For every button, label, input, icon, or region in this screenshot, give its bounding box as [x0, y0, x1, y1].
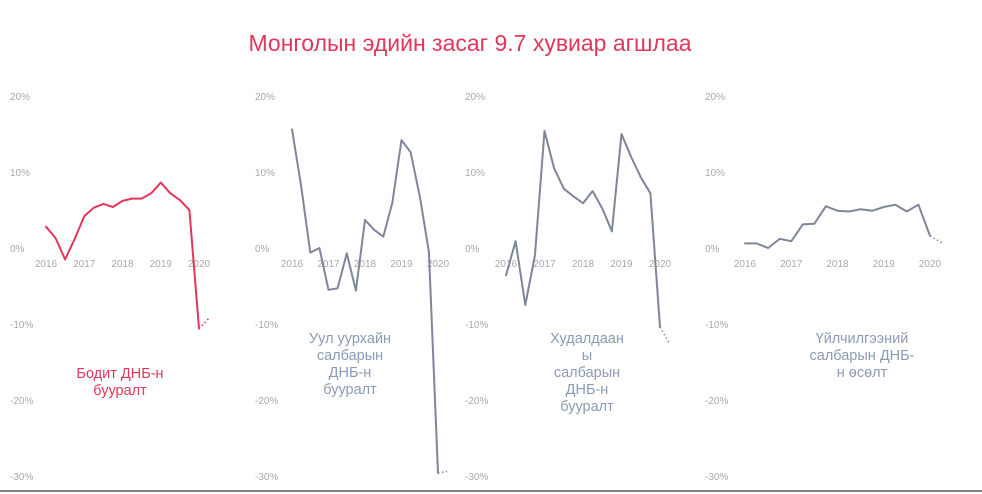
panel-label-line: н өсөлт	[837, 365, 888, 381]
y-tick-label: 10%	[10, 168, 30, 179]
x-tick-label: 2018	[826, 259, 849, 270]
series-line	[744, 203, 931, 249]
y-tick-label: 0%	[255, 244, 270, 255]
panel-label-line: Уул уурхайн	[309, 331, 391, 347]
series-line	[45, 181, 200, 330]
panel-label-line: ДНБ-н	[566, 382, 609, 398]
x-tick-label: 2017	[780, 259, 803, 270]
panel-label-line: бууралт	[560, 399, 614, 415]
projection-line	[659, 326, 671, 345]
y-tick-label: -10%	[10, 320, 33, 331]
y-tick-label: -30%	[10, 472, 33, 483]
panel-label: Худалдаан ы салбарын ДНБ-н бууралт	[550, 331, 624, 415]
y-tick-label: -20%	[705, 396, 728, 407]
x-tick-label: 2017	[317, 259, 340, 270]
x-tick-label: 2017	[73, 259, 96, 270]
panel-label-line: салбарын	[317, 348, 383, 364]
y-tick-label: -20%	[465, 396, 488, 407]
y-tick-label: -20%	[10, 396, 33, 407]
x-tick-label: 2017	[533, 259, 556, 270]
x-tick-label: 2016	[281, 259, 304, 270]
chart-panel-1: 20% 10% 0% -10% -20% -30% 2016 2017 2018 2019 2020…	[10, 92, 211, 483]
x-tick-label: 2016	[734, 259, 757, 270]
y-tick-label: 20%	[255, 92, 275, 103]
y-tick-label: 20%	[465, 92, 485, 103]
y-tick-label: -10%	[255, 320, 278, 331]
x-tick-label: 2020	[188, 259, 211, 270]
y-tick-label: -30%	[705, 472, 728, 483]
y-tick-label: -10%	[465, 320, 488, 331]
y-tick-label: -30%	[465, 472, 488, 483]
series-line	[291, 128, 439, 474]
series-line	[505, 130, 661, 328]
y-tick-label: -30%	[255, 472, 278, 483]
panel-label-line: Худалдаан	[550, 331, 624, 347]
projection-line	[198, 318, 210, 330]
panel-label-line: Үйлчилгээний	[816, 331, 909, 347]
panel-label: Үйлчилгээний салбарын ДНБ-н өсөлт	[810, 331, 915, 381]
panel-label-line: салбарын ДНБ-	[810, 348, 915, 364]
x-tick-label: 2019	[610, 259, 633, 270]
x-tick-label: 2019	[390, 259, 413, 270]
chart-panel-2: 20% 10% 0% -10% -20% -30% 2016 2017 2018 2019 2020…	[255, 92, 450, 483]
y-tick-label: 20%	[10, 92, 30, 103]
bottom-divider	[0, 490, 982, 492]
x-tick-label: 2016	[35, 259, 58, 270]
projection-line	[437, 470, 448, 474]
x-tick-label: 2018	[111, 259, 134, 270]
panel-label: Бодит ДНБ-н бууралт	[76, 366, 163, 399]
panel-label-line: ы	[582, 348, 592, 364]
y-tick-label: -10%	[705, 320, 728, 331]
x-tick-label: 2019	[150, 259, 173, 270]
x-tick-label: 2020	[919, 259, 942, 270]
y-tick-label: -20%	[255, 396, 278, 407]
x-tick-label: 2016	[495, 259, 518, 270]
x-tick-label: 2018	[572, 259, 595, 270]
y-tick-label: 10%	[705, 168, 725, 179]
y-tick-label: 10%	[255, 168, 275, 179]
x-tick-label: 2020	[649, 259, 672, 270]
projection-line	[929, 235, 942, 244]
panel-label-line: бууралт	[93, 383, 147, 399]
panel-label-line: ДНБ-н	[329, 365, 372, 381]
panel-label-line: салбарын	[554, 365, 620, 381]
x-tick-label: 2018	[354, 259, 377, 270]
panel-label-line: бууралт	[323, 382, 377, 398]
y-tick-label: 0%	[10, 244, 25, 255]
y-tick-label: 0%	[465, 244, 480, 255]
y-tick-label: 20%	[705, 92, 725, 103]
panel-label: Уул уурхайн салбарын ДНБ-н бууралт	[309, 331, 391, 398]
y-tick-label: 10%	[465, 168, 485, 179]
panel-label-line: Бодит ДНБ-н	[76, 366, 163, 382]
chart-panel-4: 20% 10% 0% -10% -20% -30% 2016 2017 2018 2019 2020…	[705, 92, 942, 483]
chart-title: Монголын эдийн засаг 9.7 хувиар агшлаа	[248, 30, 692, 56]
chart-panel-3: 20% 10% 0% -10% -20% -30% 2016 2017 2018 2019 2020…	[465, 92, 672, 483]
x-tick-label: 2020	[427, 259, 450, 270]
y-tick-label: 0%	[705, 244, 720, 255]
x-tick-label: 2019	[873, 259, 896, 270]
